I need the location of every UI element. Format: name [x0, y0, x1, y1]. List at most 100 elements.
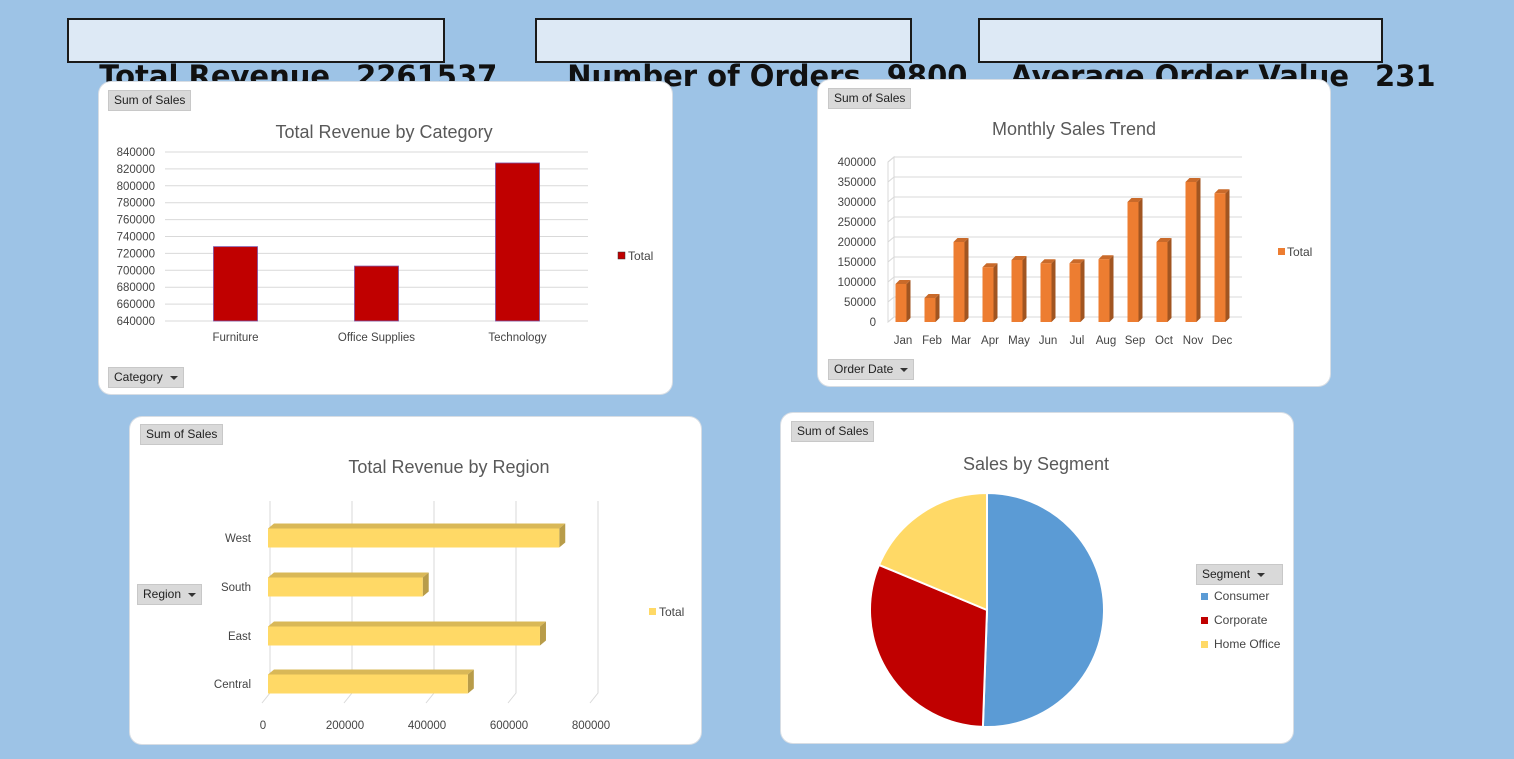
y-tick-label: 350000 — [838, 177, 876, 189]
bar-south — [268, 577, 423, 597]
x-tick-label: Dec — [1212, 335, 1233, 347]
x-tick-label: 0 — [260, 720, 266, 732]
category-filter-label: Category — [114, 370, 163, 384]
bar-top — [268, 669, 474, 675]
value-field-button[interactable]: Sum of Sales — [828, 88, 912, 109]
bar-side — [993, 263, 998, 322]
x-tick-label: 600000 — [490, 720, 528, 732]
chart-title: Total Revenue by Category — [275, 122, 492, 142]
bar-jul — [1069, 263, 1081, 322]
x-tick-label: Jul — [1070, 335, 1085, 347]
y-tick-label: 250000 — [838, 217, 876, 229]
legend-corporate: Corporate — [1201, 613, 1267, 627]
gridline — [887, 276, 1242, 283]
value-field-button[interactable]: Sum of Sales — [108, 90, 192, 111]
bar-top — [1011, 256, 1027, 260]
y-tick-label: 150000 — [838, 257, 876, 269]
pie-slice-corporate — [869, 563, 989, 728]
bar-furniture — [213, 246, 258, 322]
gridline — [887, 256, 1242, 263]
y-tick-label: 200000 — [838, 237, 876, 249]
bar-side — [1022, 256, 1027, 322]
bar-top — [1127, 198, 1143, 202]
order-date-filter-label: Order Date — [834, 362, 894, 376]
bar-feb — [924, 298, 936, 322]
y-tick-label: 100000 — [838, 277, 876, 289]
x-tick-label: 800000 — [572, 720, 610, 732]
bar-office-supplies — [354, 265, 399, 322]
y-tick-label: 660000 — [117, 299, 155, 311]
bar-side — [1196, 178, 1201, 322]
legend-swatch — [617, 251, 626, 260]
bar-side — [1109, 255, 1114, 322]
order-date-filter-button[interactable]: Order Date — [828, 359, 915, 380]
monthly-bar-chart: Monthly Sales Trend 400000 350000 300000 250… — [838, 119, 1313, 347]
bar-jan — [895, 284, 907, 322]
x-tick-label: Aug — [1096, 335, 1116, 347]
kpi-total-revenue: Total Revenue 2261537 — [67, 18, 497, 93]
bar-top — [953, 238, 969, 242]
gridline — [887, 216, 1242, 223]
x-tick-label: 200000 — [326, 720, 364, 732]
category-filter-button[interactable]: Category — [108, 367, 184, 388]
pie-slice-consumer — [981, 491, 1105, 728]
x-tick-label: Mar — [951, 335, 971, 347]
chart-title: Monthly Sales Trend — [992, 119, 1156, 139]
bar-technology — [495, 162, 540, 322]
region-filter-button[interactable]: Region — [137, 584, 203, 605]
y-tick-label: 800000 — [117, 181, 155, 193]
bar-side — [906, 280, 911, 322]
y-tick-label: 700000 — [117, 265, 155, 277]
value-field-button[interactable]: Sum of Sales — [791, 421, 875, 442]
y-tick-label: 720000 — [117, 248, 155, 260]
x-tick-label: Apr — [981, 335, 999, 347]
kpi-average-order-value: Average Order Value 231 — [978, 18, 1436, 93]
gridline — [887, 176, 1242, 183]
segment-filter-button[interactable]: Segment — [1196, 564, 1283, 585]
x-tick-label: Oct — [1155, 335, 1174, 347]
legend-label: Consumer — [1214, 589, 1270, 603]
y-tick-label: 0 — [870, 317, 876, 329]
bar-mar — [953, 242, 965, 322]
category-bar-chart: Total Revenue by Category 840000 820000 800… — [117, 122, 654, 344]
y-tick-label: 760000 — [117, 215, 155, 227]
y-tick-label: 400000 — [838, 157, 876, 169]
bar-side — [1080, 259, 1085, 322]
bar-side — [1167, 238, 1172, 322]
bar-side — [1138, 198, 1143, 322]
legend-consumer: Consumer — [1201, 589, 1269, 603]
kpi-number-of-orders: Number of Orders 9800 — [535, 18, 967, 93]
y-tick-label: 780000 — [117, 198, 155, 210]
legend-swatch — [1278, 248, 1285, 255]
bar-top — [1098, 255, 1114, 260]
bar-top — [1156, 238, 1172, 242]
bar-top — [268, 572, 429, 578]
chart-title: Sales by Segment — [963, 454, 1109, 474]
region-chart-card[interactable]: Sum of Sales Total Revenue by Region 0 200… — [130, 417, 701, 744]
legend-home-office: Home Office — [1201, 637, 1280, 651]
x-tick-label: Furniture — [212, 332, 258, 344]
bar-side — [467, 669, 474, 694]
bar-side — [1051, 259, 1056, 322]
bar-top — [268, 523, 566, 529]
legend-swatch — [649, 608, 656, 615]
bar-apr — [982, 267, 994, 322]
x-tick-label: May — [1008, 335, 1030, 347]
bar-central — [268, 674, 468, 694]
monthly-chart-card[interactable]: Sum of Sales Monthly Sales Trend 400000 35… — [818, 80, 1330, 386]
segment-chart-card[interactable]: Sum of Sales Sales by Segment Segment Co… — [781, 413, 1293, 743]
legend-label: Corporate — [1214, 613, 1268, 627]
x-tick-label: Feb — [922, 335, 942, 347]
bar-top — [1069, 259, 1085, 264]
y-tick-label: West — [225, 533, 252, 545]
bar-dec — [1214, 193, 1226, 322]
bar-top — [924, 294, 940, 298]
gridline — [887, 156, 1242, 163]
legend-swatch — [1201, 641, 1208, 649]
y-tick-label: 300000 — [838, 197, 876, 209]
region-filter-label: Region — [143, 587, 182, 601]
bar-side — [422, 572, 429, 597]
value-field-button[interactable]: Sum of Sales — [140, 424, 224, 445]
gridline — [887, 236, 1242, 243]
category-chart-card[interactable]: Sum of Sales Total Revenue by Category 84… — [99, 82, 672, 394]
